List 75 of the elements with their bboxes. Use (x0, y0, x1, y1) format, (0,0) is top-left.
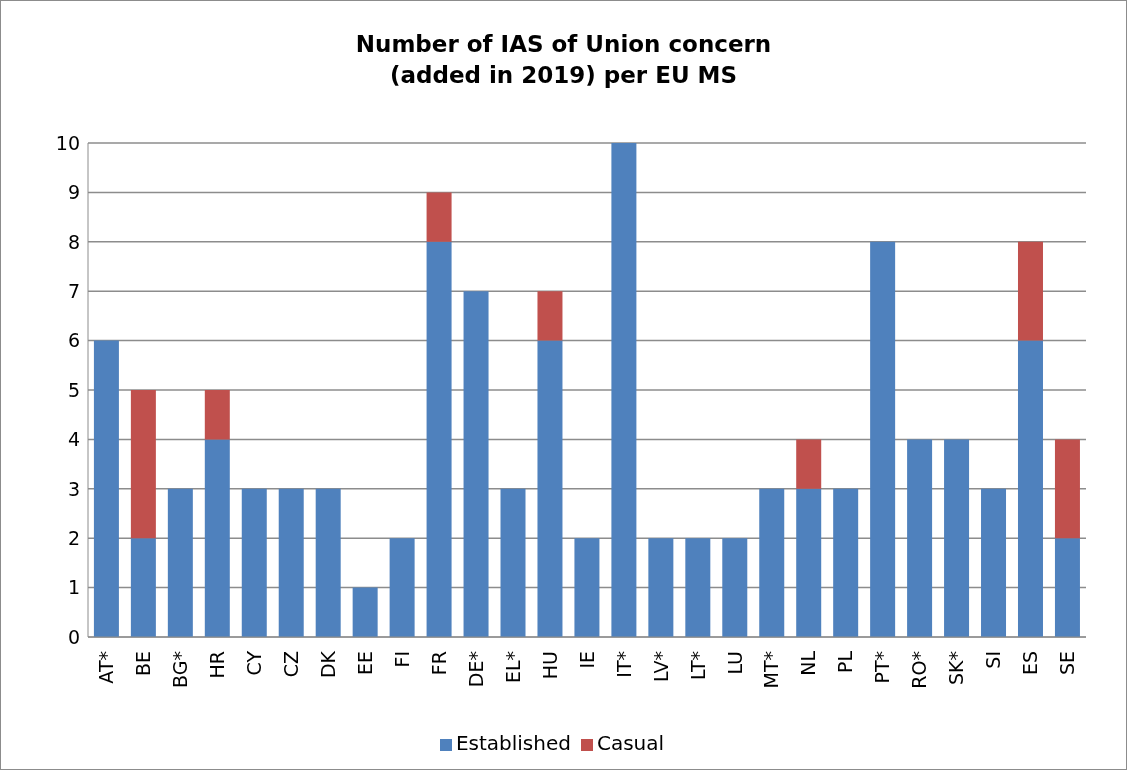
bar (907, 439, 933, 637)
bar (537, 340, 563, 637)
bar (1054, 538, 1080, 637)
legend-label: Casual (596, 731, 665, 755)
y-tick-label: 7 (67, 279, 80, 302)
x-tick-label: BE (132, 651, 155, 677)
x-tick-label: CY (242, 650, 265, 676)
y-tick-label: 4 (67, 428, 80, 451)
x-tick-label: FI (390, 651, 413, 668)
legend-label: Established (455, 731, 571, 755)
bar (130, 538, 156, 637)
x-tick-label: FR (427, 651, 450, 676)
x-tick-label: PT* (871, 651, 894, 684)
bar (426, 192, 452, 242)
bar (204, 390, 230, 440)
bar (93, 340, 119, 637)
bar (1017, 340, 1043, 637)
x-tick-label: EL* (501, 651, 524, 684)
bar (685, 538, 711, 637)
bar (648, 538, 674, 637)
bar (981, 488, 1007, 637)
bar (463, 291, 489, 637)
y-tick-label: 2 (67, 526, 80, 549)
x-tick-label: LT* (686, 651, 709, 681)
x-tick-label: DE* (464, 651, 487, 688)
x-tick-label: HU (538, 651, 561, 680)
bar (130, 390, 156, 539)
bar (1017, 241, 1043, 341)
bar (759, 488, 785, 637)
x-tick-label: SK* (945, 651, 968, 686)
x-tick-label: HR (206, 651, 229, 679)
y-tick-label: 6 (67, 329, 80, 352)
x-tick-label: BG* (169, 651, 192, 688)
y-tick-label: 8 (67, 230, 80, 253)
bar (796, 488, 822, 637)
bar (389, 538, 415, 637)
bar (278, 488, 304, 637)
x-tick-label: EE (353, 651, 376, 676)
x-tick-label: MT* (760, 651, 783, 689)
x-tick-label: IT* (612, 651, 635, 678)
x-tick-label: LV* (649, 651, 672, 682)
bar (833, 488, 859, 637)
x-tick-label: SI (982, 651, 1005, 669)
y-tick-label: 1 (67, 576, 80, 599)
bar (426, 241, 452, 637)
x-tick-label: SE (1056, 651, 1079, 676)
bar (500, 488, 526, 637)
bar (167, 488, 193, 637)
bar (611, 143, 637, 637)
bar (315, 488, 341, 637)
bar (796, 439, 822, 489)
y-tick-label: 10 (55, 131, 80, 154)
bar (537, 291, 563, 341)
y-tick-label: 3 (67, 477, 80, 500)
bar (722, 538, 748, 637)
y-tick-label: 5 (67, 378, 80, 401)
bar (944, 439, 970, 637)
y-tick-label: 0 (67, 625, 80, 648)
x-tick-label: PL (834, 650, 857, 674)
bar (204, 439, 230, 637)
bar (1054, 439, 1080, 539)
x-tick-label: RO* (908, 651, 931, 689)
x-tick-label: IE (575, 651, 598, 669)
x-tick-label: LU (723, 651, 746, 675)
y-tick-label: 9 (67, 181, 80, 204)
x-tick-label: DK (316, 650, 339, 679)
bar (870, 241, 896, 637)
bar (241, 488, 267, 637)
bar (352, 587, 378, 637)
chart-title: Number of IAS of Union concern (added in 2019) per EU MS (354, 30, 773, 90)
x-tick-label: CZ (279, 651, 302, 678)
x-tick-label: ES (1019, 651, 1042, 676)
x-tick-label: AT* (95, 651, 118, 684)
bar (574, 538, 600, 637)
x-tick-label: NL (797, 650, 820, 676)
